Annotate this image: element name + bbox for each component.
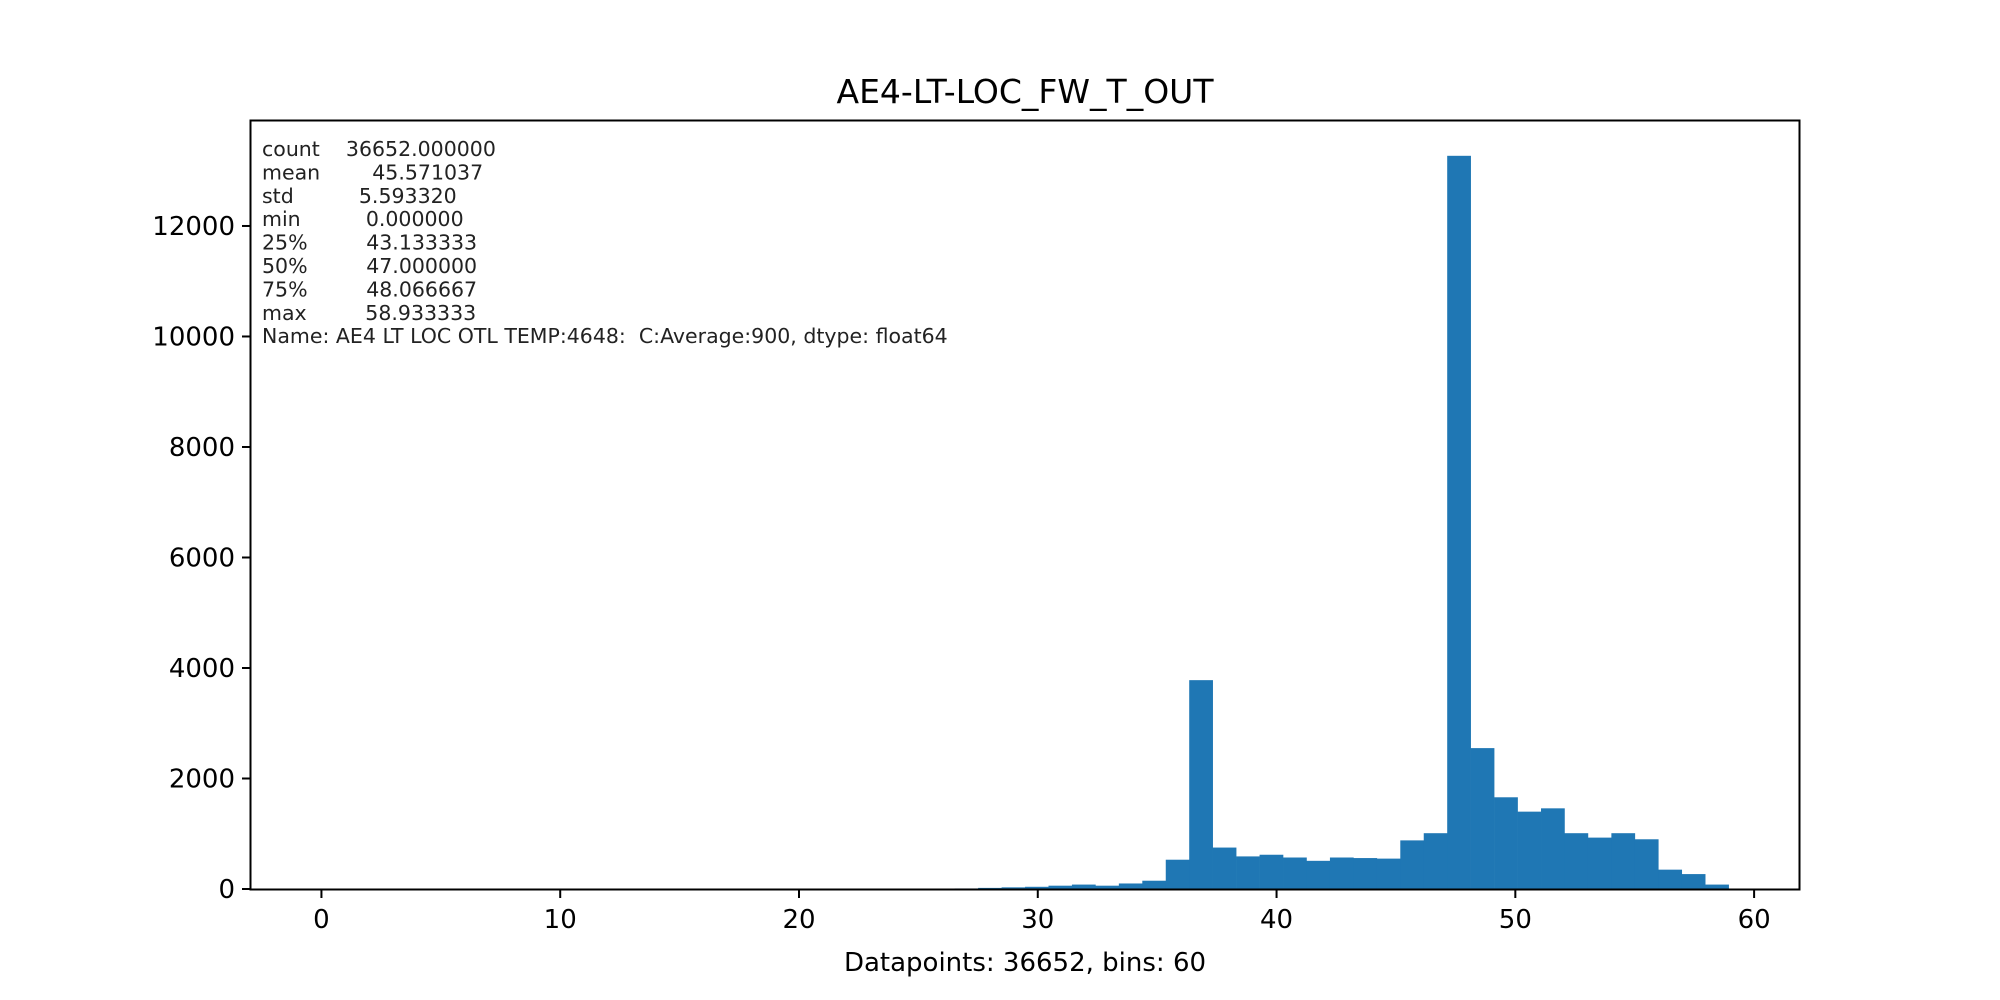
y-tick-label: 8000 (169, 433, 235, 463)
stat-line: max 58.933333 (262, 301, 476, 325)
histogram-bar (1634, 839, 1659, 889)
stat-line: mean 45.571037 (262, 160, 483, 184)
histogram-bar (1587, 837, 1612, 889)
y-tick-label: 2000 (169, 764, 235, 794)
histogram-bar (1306, 860, 1331, 889)
x-tick-label: 60 (1738, 905, 1771, 935)
histogram-bar (1376, 858, 1401, 889)
histogram-bar (1470, 748, 1495, 889)
histogram-bar (1236, 856, 1260, 889)
histogram-bar (1071, 884, 1096, 889)
histogram-bar (1564, 833, 1589, 889)
histogram-bar (1681, 874, 1706, 889)
x-tick-label: 10 (544, 905, 577, 935)
histogram-bar (1189, 680, 1213, 889)
histogram-bar (1165, 859, 1190, 889)
stat-line: count 36652.000000 (262, 137, 496, 161)
stat-line: std 5.593320 (262, 184, 457, 208)
histogram-bar (1423, 833, 1448, 889)
y-tick-label: 4000 (169, 654, 235, 684)
x-tick-label: 30 (1021, 905, 1054, 935)
histogram-bar (1025, 886, 1049, 889)
x-axis-label: Datapoints: 36652, bins: 60 (844, 948, 1206, 978)
x-tick-label: 40 (1260, 905, 1293, 935)
x-axis-ticks: 0 10 20 30 40 50 60 (313, 889, 1771, 935)
x-tick-label: 50 (1499, 905, 1532, 935)
histogram-bar (1001, 887, 1026, 889)
stat-line: Name: AE4 LT LOC OTL TEMP:4648: C:Averag… (262, 324, 948, 348)
histogram-bar (1095, 885, 1120, 889)
y-tick-label: 6000 (169, 543, 235, 573)
histogram-bars (954, 155, 1729, 889)
y-tick-label: 10000 (152, 322, 235, 352)
histogram-bar (1447, 155, 1471, 889)
histogram-bar (1259, 854, 1284, 889)
histogram-bar (1658, 869, 1683, 889)
histogram-bar (1118, 883, 1143, 889)
histogram-bar (1494, 797, 1518, 889)
histogram-bar (1353, 858, 1378, 889)
x-tick-label: 0 (313, 905, 330, 935)
histogram-bar (1611, 833, 1636, 889)
x-tick-label: 20 (782, 905, 815, 935)
histogram-bar (1329, 857, 1354, 889)
histogram-bar (1517, 811, 1542, 889)
y-axis-ticks: 0 2000 4000 6000 8000 10000 12000 (152, 212, 251, 905)
stat-line: min 0.000000 (262, 207, 464, 231)
histogram-bar (1212, 847, 1237, 889)
stat-line: 25% 43.133333 (262, 231, 477, 255)
histogram-bar (978, 887, 1002, 889)
y-tick-label: 12000 (152, 212, 235, 242)
histogram-bar (1400, 840, 1425, 889)
histogram-bar (1705, 884, 1729, 889)
plot-frame (249, 119, 1801, 891)
histogram-bar (1142, 880, 1167, 889)
histogram-bar (1541, 808, 1565, 889)
stat-line: 50% 47.000000 (262, 254, 477, 278)
stat-line: 75% 48.066667 (262, 277, 477, 301)
chart-title: AE4-LT-LOC_FW_T_OUT (837, 72, 1215, 111)
histogram-bar (1048, 885, 1073, 889)
y-tick-label: 0 (218, 875, 235, 905)
histogram-bar (1283, 857, 1307, 889)
